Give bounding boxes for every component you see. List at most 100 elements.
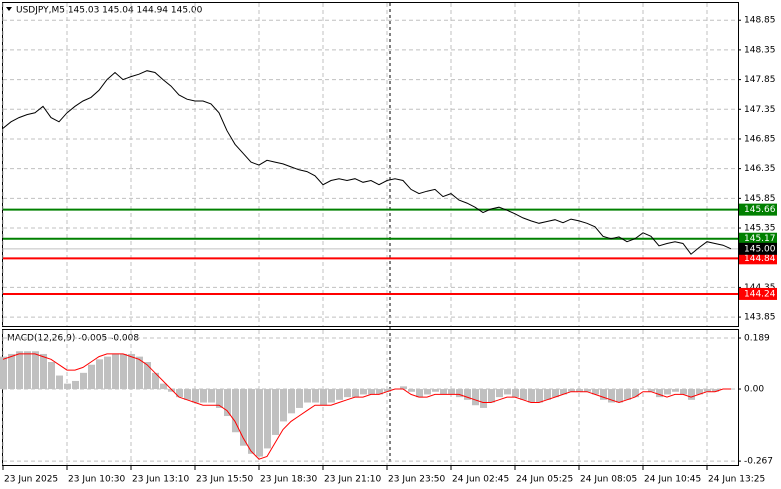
- y-tick-label: -0.267: [744, 457, 773, 467]
- macd-bar: [440, 389, 447, 395]
- y-tick-label: 145.85: [744, 194, 776, 204]
- x-tick-label: 23 Jun 2025: [4, 475, 58, 485]
- macd-bar: [584, 389, 591, 392]
- macd-bar: [280, 389, 287, 422]
- macd-bar: [16, 351, 23, 390]
- macd-bar: [704, 389, 711, 392]
- y-tick-label: 146.85: [744, 134, 776, 144]
- macd-bar: [120, 353, 127, 390]
- macd-bar: [224, 389, 231, 417]
- macd-bar: [624, 389, 631, 400]
- macd-bar: [8, 353, 15, 390]
- macd-bar: [672, 389, 679, 392]
- macd-bar: [128, 353, 135, 390]
- macd-bar: [64, 383, 71, 390]
- macd-bar: [376, 389, 383, 395]
- macd-bar: [488, 389, 495, 403]
- macd-bar: [40, 353, 47, 390]
- macd-bar: [504, 389, 511, 395]
- macd-bar: [256, 389, 263, 457]
- macd-bar: [304, 389, 311, 403]
- macd-bar: [408, 389, 415, 392]
- macd-bar: [368, 389, 375, 395]
- level-label: 144.24: [744, 289, 776, 299]
- macd-bar: [640, 389, 647, 390]
- current-price-label: 145.00: [744, 244, 776, 254]
- macd-bar: [176, 389, 183, 398]
- macd-bar: [296, 389, 303, 408]
- macd-bar: [232, 389, 239, 433]
- macd-bar: [432, 389, 439, 392]
- macd-bar: [360, 389, 367, 395]
- x-tick-label: 24 Jun 13:25: [708, 475, 765, 485]
- macd-bar: [648, 389, 655, 392]
- x-tick-label: 24 Jun 02:45: [452, 475, 509, 485]
- level-label: 145.17: [744, 234, 776, 244]
- macd-bar: [288, 389, 295, 414]
- macd-bar: [144, 362, 151, 390]
- macd-bar: [192, 389, 199, 403]
- price-line: [2, 70, 732, 255]
- y-tick-label: 148.85: [744, 16, 776, 26]
- macd-bar: [472, 389, 479, 406]
- macd-bar: [56, 375, 63, 390]
- y-tick-label: 0.00: [744, 385, 764, 395]
- macd-bar: [416, 389, 423, 398]
- macd-bar: [200, 389, 207, 403]
- menu-triangle: [6, 7, 12, 11]
- macd-bar: [560, 389, 567, 395]
- macd-bar: [240, 389, 247, 446]
- macd-bar: [168, 389, 175, 392]
- macd-bar: [384, 389, 391, 392]
- macd-panel: [2, 329, 739, 466]
- macd-bar: [544, 389, 551, 400]
- x-tick-label: 23 Jun 10:30: [68, 475, 125, 485]
- macd-bar: [136, 356, 143, 390]
- macd-bar: [208, 389, 215, 403]
- macd-bar: [520, 389, 527, 400]
- macd-bar: [600, 389, 607, 400]
- macd-bar: [688, 389, 695, 400]
- macd-bar: [184, 389, 191, 400]
- level-label-box: [739, 287, 777, 300]
- x-tick-label: 23 Jun 13:10: [132, 475, 189, 485]
- macd-bar: [112, 353, 119, 390]
- y-tick-label: 146.35: [744, 164, 776, 174]
- macd-bar: [312, 389, 319, 403]
- macd-bar: [48, 362, 55, 390]
- macd-bar: [696, 389, 703, 395]
- macd-bar: [592, 389, 599, 395]
- level-label-box: [739, 203, 777, 216]
- macd-bar: [480, 389, 487, 408]
- x-tick-label: 23 Jun 23:50: [388, 475, 445, 485]
- level-label-box: [739, 252, 777, 265]
- macd-bar: [456, 389, 463, 398]
- macd-bar: [320, 389, 327, 406]
- macd-bar: [264, 389, 271, 449]
- macd-bar: [512, 389, 519, 398]
- x-tick-label: 24 Jun 05:25: [516, 475, 573, 485]
- y-tick-label: 143.85: [744, 313, 776, 323]
- macd-bar: [328, 389, 335, 403]
- macd-bar: [680, 389, 687, 395]
- y-tick-label: 145.35: [744, 224, 776, 234]
- level-label: 144.84: [744, 254, 776, 264]
- macd-bar: [424, 389, 431, 395]
- macd-bar: [80, 372, 87, 390]
- macd-bar: [464, 389, 471, 400]
- y-tick-label: 148.35: [744, 45, 776, 55]
- macd-bar: [528, 389, 535, 403]
- x-tick-label: 24 Jun 08:05: [580, 475, 637, 485]
- level-label: 145.66: [744, 205, 776, 215]
- x-tick-label: 23 Jun 15:50: [196, 475, 253, 485]
- macd-bar: [616, 389, 623, 403]
- x-tick-label: 24 Jun 10:45: [644, 475, 701, 485]
- macd-bar: [72, 380, 79, 390]
- macd-bar: [248, 389, 255, 454]
- macd-bar: [656, 389, 663, 398]
- y-tick-label: 144.35: [744, 283, 776, 293]
- macd-bar: [32, 351, 39, 390]
- macd-bar: [712, 389, 719, 392]
- macd-bar: [552, 389, 559, 398]
- macd-bar: [632, 389, 639, 398]
